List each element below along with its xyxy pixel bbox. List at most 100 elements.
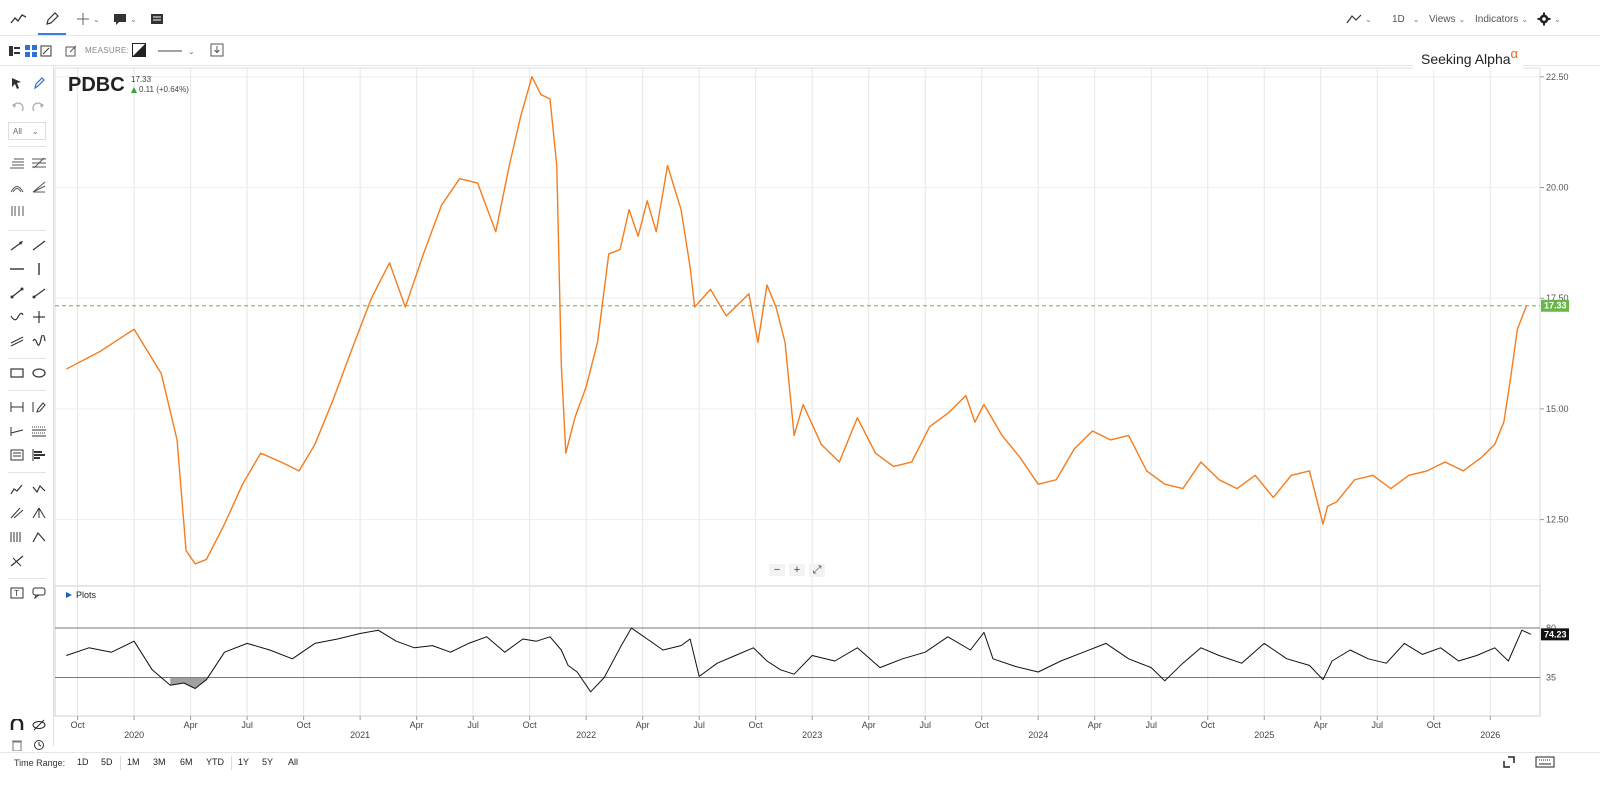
y-tick-label: 17.50 xyxy=(1546,293,1569,303)
callout-icon[interactable] xyxy=(30,584,48,602)
date-range-icon[interactable] xyxy=(8,422,26,440)
remove-drawings-icon[interactable] xyxy=(8,552,26,570)
sidebar-divider xyxy=(8,146,46,147)
x-tick-label: Oct xyxy=(975,720,990,730)
comment-icon[interactable]: ⌄ xyxy=(113,8,137,30)
arcs-icon[interactable] xyxy=(8,178,26,196)
angle-icon[interactable] xyxy=(30,528,48,546)
last-price-badge xyxy=(1541,299,1569,312)
range-button-1d[interactable]: 1D xyxy=(77,757,89,767)
vertical-line-icon[interactable] xyxy=(30,260,48,278)
layout-grid-icon[interactable] xyxy=(22,42,40,60)
edit-box-icon[interactable] xyxy=(37,42,55,60)
plots-toggle[interactable]: Plots xyxy=(66,590,96,600)
time-zones-icon[interactable] xyxy=(8,202,26,220)
osc-last-label: 74.23 xyxy=(1544,629,1567,639)
x-tick-label: 2020 xyxy=(124,730,144,740)
range-button-ytd[interactable]: YTD xyxy=(206,757,224,767)
rectangle-icon[interactable] xyxy=(8,364,26,382)
magnet-icon[interactable] xyxy=(8,716,26,734)
table-icon[interactable] xyxy=(150,8,164,30)
time-range-label: Time Range: xyxy=(14,758,66,768)
line-chart-icon[interactable] xyxy=(10,8,28,30)
x-tick-label: Apr xyxy=(1088,720,1102,730)
svg-text:T: T xyxy=(14,589,19,598)
zoom-reset-button[interactable]: ⤢ xyxy=(809,563,825,577)
views-label: Views xyxy=(1429,13,1456,25)
x-tick-label: Oct xyxy=(523,720,538,730)
x-tick-label: Jul xyxy=(1372,720,1384,730)
indicators-label: Indicators xyxy=(1475,13,1519,25)
pattern-icon[interactable] xyxy=(8,480,26,498)
timeframe-dropdown[interactable]: 1D ⌄ xyxy=(1392,13,1420,25)
fan-lines-icon[interactable] xyxy=(30,178,48,196)
range-button-1y[interactable]: 1Y xyxy=(238,757,250,767)
fib-retracement-icon[interactable] xyxy=(30,154,48,172)
oscillator-line xyxy=(66,627,1532,693)
range-button-all[interactable]: All xyxy=(288,757,299,767)
quote-change: 0.11 (+0.64%) xyxy=(131,85,189,94)
range-button-5d[interactable]: 5D xyxy=(101,757,113,767)
redo-icon[interactable] xyxy=(30,98,48,116)
cursor-select-icon[interactable] xyxy=(8,74,26,92)
indicators-dropdown[interactable]: Indicators ⌄ xyxy=(1475,13,1529,25)
top-toolbar: ⌄ ⌄ ⌄ 1D ⌄ Views ⌄ Indicators ⌄ ⌄ xyxy=(0,0,1600,36)
fullscreen-icon[interactable] xyxy=(1500,753,1518,771)
data-window-icon[interactable] xyxy=(8,446,26,464)
range-button-3m[interactable]: 3M xyxy=(153,757,166,767)
active-tab-indicator xyxy=(38,33,66,35)
drawing-filter-label: All xyxy=(13,126,22,136)
hide-drawings-icon[interactable] xyxy=(30,716,48,734)
keyboard-icon[interactable] xyxy=(1534,753,1556,771)
crosshair-line-icon[interactable] xyxy=(30,308,48,326)
x-tick-label: 2026 xyxy=(1480,730,1500,740)
curve-icon[interactable] xyxy=(8,308,26,326)
x-tick-label: Apr xyxy=(410,720,424,730)
crosshair-icon[interactable]: ⌄ xyxy=(77,13,100,25)
trend-line-icon[interactable] xyxy=(30,236,48,254)
segment-icon[interactable] xyxy=(8,284,26,302)
chart-type-icon[interactable]: ⌄ xyxy=(1346,8,1372,30)
text-tool-icon[interactable]: T xyxy=(8,584,26,602)
volume-profile-icon[interactable] xyxy=(30,446,48,464)
timeframe-label: 1D xyxy=(1392,13,1405,25)
line-style-dropdown[interactable]: ⌄ xyxy=(158,46,195,56)
trash-icon[interactable] xyxy=(8,736,26,754)
elliott-wave-icon[interactable] xyxy=(30,480,48,498)
freehand-icon[interactable] xyxy=(30,332,48,350)
external-edit-icon[interactable] xyxy=(62,42,80,60)
pencil-icon[interactable] xyxy=(44,8,60,30)
schiff-icon[interactable] xyxy=(30,504,48,522)
layout-list-icon[interactable] xyxy=(6,42,24,60)
measure-label: MEASURE: xyxy=(85,46,130,55)
price-range-icon[interactable] xyxy=(8,398,26,416)
parallel-channel-icon[interactable] xyxy=(8,332,26,350)
color-swatch-icon[interactable] xyxy=(130,41,148,59)
views-dropdown[interactable]: Views ⌄ xyxy=(1429,13,1466,25)
zoom-out-button[interactable]: − xyxy=(769,564,785,576)
range-button-6m[interactable]: 6M xyxy=(180,757,193,767)
horizontal-lines-icon[interactable] xyxy=(8,154,26,172)
zoom-in-button[interactable]: + xyxy=(789,564,805,576)
gear-icon[interactable]: ⌄ xyxy=(1537,8,1561,30)
x-tick-label: Oct xyxy=(71,720,86,730)
x-tick-label: Jul xyxy=(1145,720,1157,730)
arrow-line-icon[interactable] xyxy=(8,236,26,254)
pitchfork-icon[interactable] xyxy=(8,504,26,522)
cycle-lines-icon[interactable] xyxy=(8,528,26,546)
ray-icon[interactable] xyxy=(30,284,48,302)
save-drawing-icon[interactable] xyxy=(208,41,226,59)
undo-icon[interactable] xyxy=(8,98,26,116)
sub-toolbar: MEASURE: ⌄ xyxy=(0,36,1600,66)
history-icon[interactable] xyxy=(30,736,48,754)
ruler-pencil-icon[interactable] xyxy=(30,74,48,92)
range-button-5y[interactable]: 5Y xyxy=(262,757,274,767)
drawing-filter-dropdown[interactable]: All ⌄ xyxy=(8,122,46,140)
oversold-fill xyxy=(170,677,207,689)
gann-box-icon[interactable] xyxy=(30,422,48,440)
range-button-1m[interactable]: 1M xyxy=(127,757,140,767)
measure-pencil-icon[interactable] xyxy=(30,398,48,416)
ellipse-icon[interactable] xyxy=(30,364,48,382)
horizontal-line-icon[interactable] xyxy=(8,260,26,278)
